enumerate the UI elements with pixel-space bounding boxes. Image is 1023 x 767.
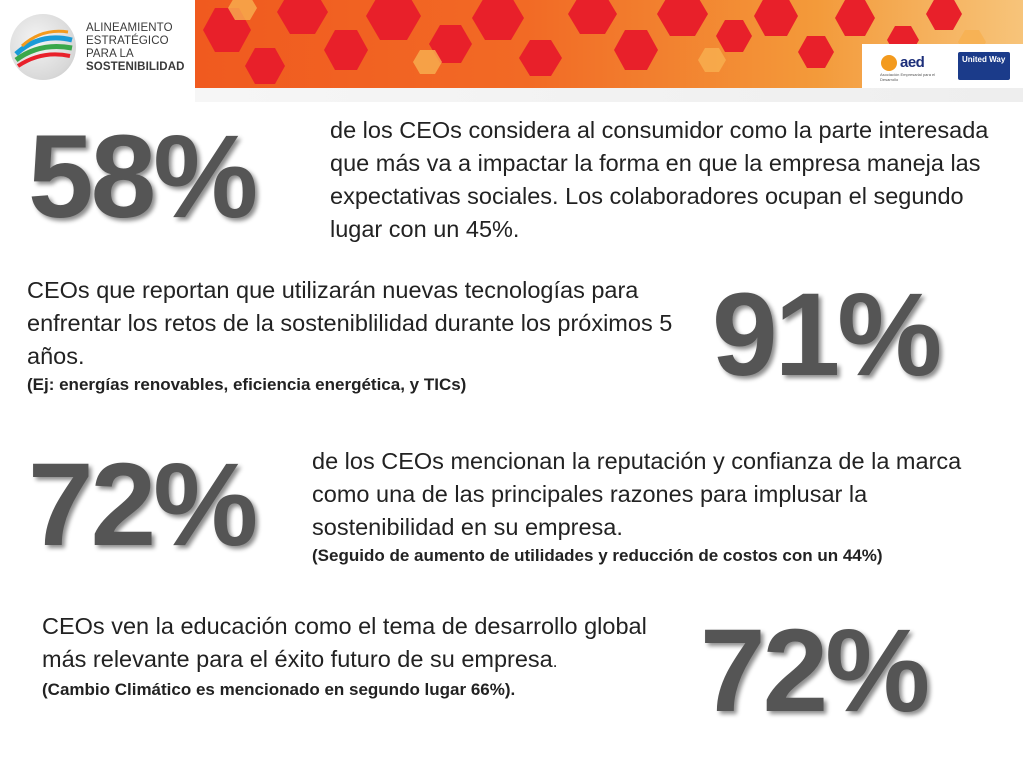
header: ALINEAMIENTO ESTRATÉGICO PARA LA SOSTENI… (0, 0, 1023, 102)
stat-note-3: (Seguido de aumento de utilidades y redu… (312, 546, 883, 565)
stat-description-4: CEOs ven la educación como el tema de de… (42, 610, 662, 702)
stat-value-2: 91% (712, 269, 942, 401)
stat-description-3: de los CEOs mencionan la reputación y co… (312, 445, 1012, 568)
stat-value-1: 58% (28, 111, 258, 243)
logo-globe-icon (10, 14, 76, 80)
aed-logo: aed Asociación Empresarial para el Desar… (880, 54, 936, 82)
united-way-logo: United Way (958, 52, 1010, 80)
partner-logos: aed Asociación Empresarial para el Desar… (862, 44, 1023, 88)
stat-value-3: 72% (28, 439, 258, 571)
stat-note-4: (Cambio Climático es mencionado en segun… (42, 680, 516, 699)
banner-strip (195, 88, 1023, 102)
logo: ALINEAMIENTO ESTRATÉGICO PARA LA SOSTENI… (0, 0, 196, 102)
logo-text: ALINEAMIENTO ESTRATÉGICO PARA LA SOSTENI… (86, 22, 185, 73)
stat-description-2: CEOs que reportan que utilizarán nuevas … (27, 274, 707, 397)
stat-value-4: 72% (700, 605, 930, 737)
stat-description-1: de los CEOs considera al consumidor como… (330, 117, 989, 242)
stat-note-2: (Ej: energías renovables, eficiencia ene… (27, 375, 467, 394)
